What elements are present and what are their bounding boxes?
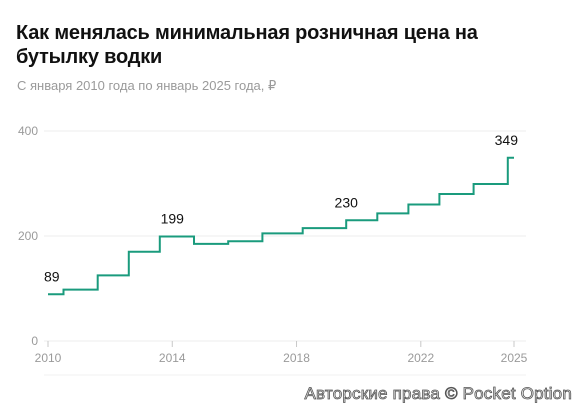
x-tick-label: 2025 — [501, 351, 528, 365]
data-label: 199 — [161, 211, 185, 227]
copyright-watermark: Авторские права © Pocket Option — [304, 384, 572, 404]
chart-title: Как менялась минимальная розничная цена … — [16, 22, 478, 68]
grid-lines — [44, 130, 526, 376]
price-series — [47, 156, 514, 296]
y-tick-label: 400 — [18, 124, 38, 138]
price-step-line — [48, 156, 514, 296]
y-tick-label: 0 — [31, 334, 38, 348]
x-tick-label: 2018 — [283, 351, 310, 365]
chart-subtitle: С января 2010 года по январь 2025 года, … — [17, 78, 277, 93]
data-label: 230 — [335, 194, 359, 210]
x-tick-label: 2014 — [159, 351, 186, 365]
y-tick-label: 200 — [18, 229, 38, 243]
axis-ticks: 0 200 400 2010 2014 2018 2022 2025 — [18, 124, 528, 365]
x-tick-label: 2022 — [407, 351, 434, 365]
data-label: 89 — [44, 268, 60, 284]
x-tick-label: 2010 — [35, 351, 62, 365]
data-label: 349 — [495, 132, 519, 148]
data-labels: 89 199 230 349 — [44, 132, 518, 285]
